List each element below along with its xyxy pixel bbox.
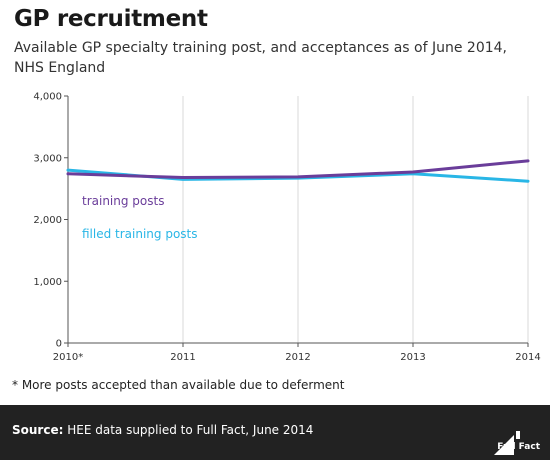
footnote: * More posts accepted than available due… [12, 378, 345, 392]
chart-title: GP recruitment [14, 6, 208, 32]
x-tick-label-0: 2010* [53, 352, 83, 363]
logo-text: Full Fact [497, 442, 540, 452]
y-tick-label-1: 1,000 [33, 277, 62, 288]
y-tick-label-2: 2,000 [33, 215, 62, 226]
x-tick-label-3: 2013 [400, 352, 425, 363]
source-detail: HEE data supplied to Full Fact, June 201… [63, 423, 314, 437]
chart-axes: 0 1,000 2,000 3,000 4,000 2010* 2011 2012 2013 20… [33, 92, 540, 364]
source-label: Source: [12, 423, 64, 437]
series-label-filled-training-posts: filled training posts [82, 227, 198, 241]
y-tick-label-4: 4,000 [33, 92, 62, 103]
line-chart: 0 1,000 2,000 3,000 4,000 2010* 2011 2012 2013 20… [33, 92, 540, 364]
full-fact-logo-icon [494, 431, 520, 455]
chart-series [66, 159, 530, 183]
series-line-training-posts [66, 159, 530, 180]
series-label-training-posts: training posts [82, 194, 164, 208]
x-tick-label-4: 2014 [515, 352, 540, 363]
x-tick-label-1: 2011 [170, 352, 195, 363]
source-text: Source: HEE data supplied to Full Fact, … [12, 423, 313, 437]
y-tick-label-0: 0 [56, 339, 62, 350]
x-tick-label-2: 2012 [285, 352, 310, 363]
footer-bar: Source: HEE data supplied to Full Fact, … [0, 405, 550, 460]
y-tick-label-3: 3,000 [33, 153, 62, 164]
chart-subtitle: Available GP specialty training post, an… [14, 40, 508, 76]
chart-grid [67, 96, 529, 343]
chart-labels: training posts filled training posts [82, 194, 198, 241]
